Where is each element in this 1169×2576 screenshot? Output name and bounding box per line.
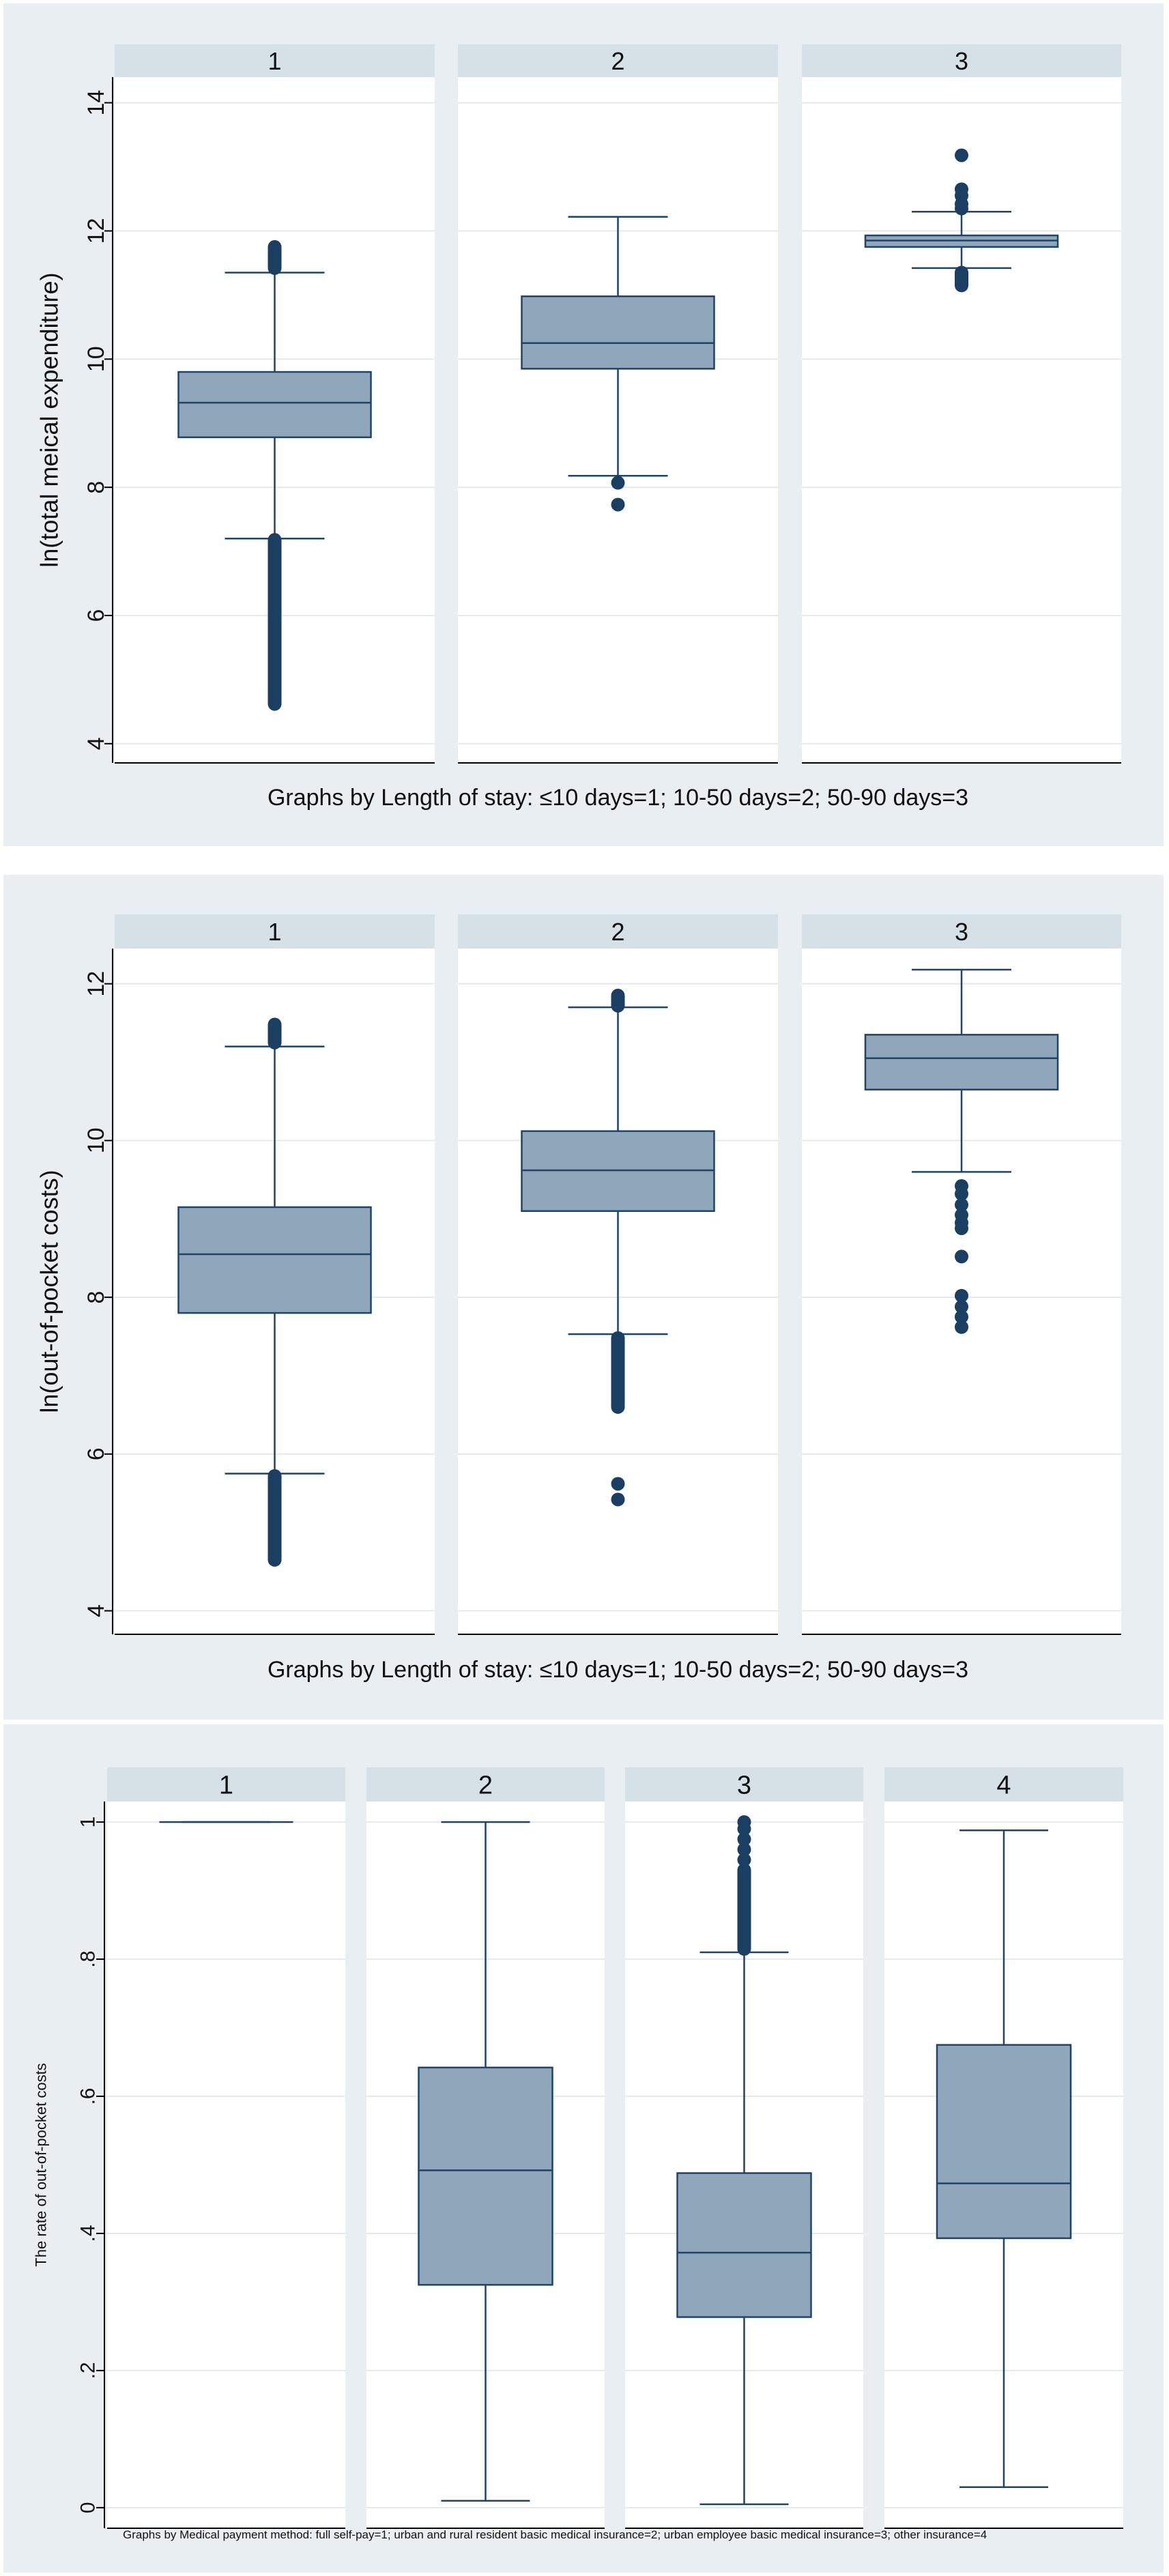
chart-note: Graphs by Length of stay: ≤10 days=1; 10… <box>268 785 968 811</box>
y-tick-label: 12 <box>83 218 109 244</box>
outlier-point <box>611 497 625 512</box>
facet-label: 3 <box>955 47 968 75</box>
outlier-point <box>955 1309 968 1324</box>
y-axis-title: The rate of out-of-pocket costs <box>33 2063 50 2266</box>
facet-label: 4 <box>996 1771 1011 1800</box>
facet-3: 3 <box>802 44 1121 764</box>
y-axis-title: ln(total meical expenditure) <box>35 272 63 567</box>
outlier-point <box>955 1320 968 1334</box>
y-tick-label: 14 <box>83 90 109 116</box>
facet-strip <box>625 1767 863 1801</box>
facet-strip <box>802 44 1121 77</box>
outlier-point <box>737 1832 751 1847</box>
y-axis-title: ln(out-of-pocket costs) <box>35 1170 63 1413</box>
y-tick-label: 8 <box>83 1291 109 1304</box>
outlier-point <box>955 1187 968 1201</box>
outlier-cluster-low <box>268 1468 282 1567</box>
facet-label: 2 <box>611 918 624 946</box>
facet-label: 1 <box>268 918 281 946</box>
y-tick-label: 12 <box>83 971 109 997</box>
iqr-box <box>418 2066 553 2286</box>
outlier-cluster-low <box>737 1863 751 1956</box>
facet-2: 2 <box>458 44 778 764</box>
chart-note: Graphs by Length of stay: ≤10 days=1; 10… <box>268 1657 968 1683</box>
y-tick-label: 1 <box>77 1817 100 1828</box>
plot-area <box>107 1801 345 2528</box>
facet-3: 3 <box>625 1767 863 2529</box>
y-tick-label: .6 <box>77 2088 100 2105</box>
outlier-cluster-low <box>955 265 968 293</box>
facet-label: 2 <box>611 47 624 75</box>
facet-strip <box>458 44 778 77</box>
outlier-point <box>955 1288 968 1303</box>
y-tick-label: .2 <box>77 2362 100 2379</box>
y-tick-label: 10 <box>83 1127 109 1153</box>
outlier-point <box>955 1198 968 1212</box>
outlier-point <box>955 1221 968 1236</box>
facet-label: 1 <box>219 1771 233 1800</box>
y-tick-label: .8 <box>77 1951 100 1968</box>
y-tick-label: 10 <box>83 346 109 372</box>
outlier-point <box>955 182 968 197</box>
facet-4: 4 <box>884 1767 1123 2529</box>
y-tick-label: .4 <box>77 2225 100 2242</box>
facet-label: 2 <box>478 1771 493 1800</box>
iqr-box <box>521 295 715 370</box>
facet-strip <box>366 1767 605 1801</box>
chart-note: Graphs by Medical payment method: full s… <box>123 2528 987 2541</box>
outlier-cluster-low <box>611 1331 625 1414</box>
facet-3: 3 <box>802 914 1121 1635</box>
facet-label: 1 <box>268 47 281 75</box>
y-tick-label: 8 <box>83 481 109 494</box>
facet-2: 2 <box>458 914 778 1635</box>
outlier-point <box>955 1299 968 1314</box>
iqr-box <box>676 2172 812 2318</box>
y-tick-label: 4 <box>83 1604 109 1617</box>
facet-strip <box>115 914 435 949</box>
plot-area <box>802 77 1121 763</box>
outlier-point <box>611 1477 625 1491</box>
facet-strip <box>115 44 435 77</box>
y-tick-label: 0 <box>77 2502 100 2514</box>
outlier-cluster-high <box>611 988 625 1013</box>
facet-label: 3 <box>955 918 968 946</box>
y-tick-label: 6 <box>83 609 109 622</box>
facet-2: 2 <box>366 1767 605 2529</box>
facet-1: 1 <box>107 1767 345 2529</box>
outlier-cluster-low <box>268 533 282 711</box>
outlier-point <box>737 1842 751 1857</box>
outlier-point <box>611 1492 625 1507</box>
outlier-cluster-high <box>268 240 282 275</box>
outlier-point <box>955 1249 968 1264</box>
facet-strip <box>884 1767 1123 1801</box>
outlier-cluster-high <box>268 1017 282 1050</box>
facet-1: 1 <box>115 914 435 1635</box>
facet-strip <box>107 1767 345 1801</box>
outlier-point <box>737 1815 751 1829</box>
outlier-point <box>737 1853 751 1867</box>
iqr-box <box>936 2044 1072 2240</box>
facet-1: 1 <box>115 44 435 764</box>
y-tick-label: 4 <box>83 737 109 750</box>
facet-strip <box>802 914 1121 949</box>
chart-3: 1 2 3 4 0 .2 .4 .6 .8 1 The rate of out-of-pocket … <box>3 1724 1164 2573</box>
y-tick-label: 6 <box>83 1447 109 1460</box>
outlier-point <box>955 148 968 162</box>
iqr-box <box>177 1206 372 1314</box>
facet-label: 3 <box>737 1771 751 1800</box>
outlier-point <box>611 476 625 490</box>
iqr-box <box>177 371 372 439</box>
facet-strip <box>458 914 778 949</box>
iqr-box <box>864 1034 1059 1090</box>
